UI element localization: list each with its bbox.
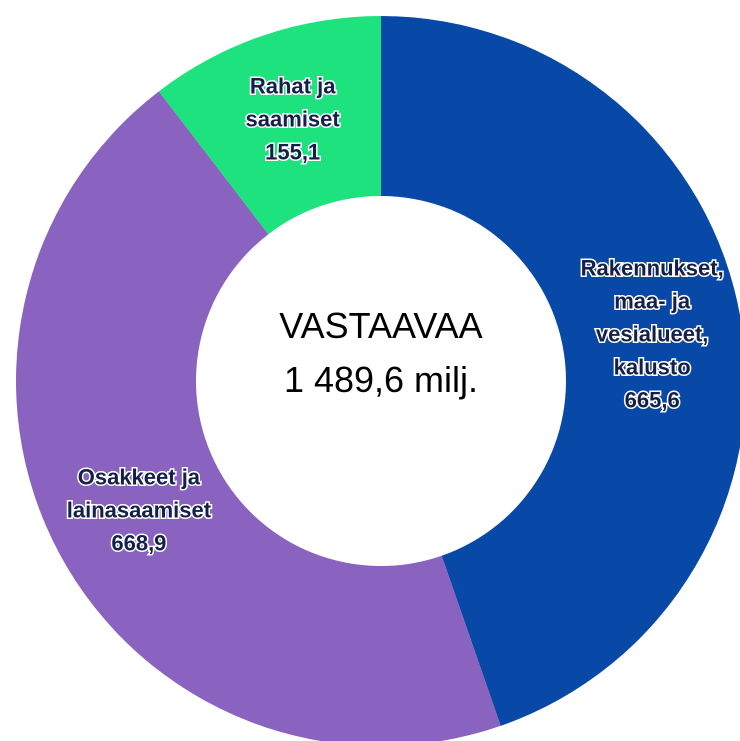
category-label: maa- ja: [614, 288, 691, 313]
slice-label: Osakkeet ja lainasaamiset 668,9: [67, 464, 212, 555]
value-label: 155,1: [265, 139, 320, 164]
center-total: 1 489,6 milj.: [284, 359, 478, 400]
category-label: Rahat ja: [250, 73, 336, 98]
category-label: kalusto: [614, 354, 691, 379]
category-label: saamiset: [246, 106, 341, 131]
slices: [16, 16, 740, 741]
category-label: vesialueet,: [596, 321, 709, 346]
center-title: VASTAAVAA: [279, 305, 482, 346]
value-label: 668,9: [111, 530, 166, 555]
slice-label: Rakennukset, maa- ja vesialueet, kalusto 665…: [581, 255, 724, 412]
slice-label: Rahat ja saamiset 155,1: [246, 73, 341, 164]
value-label: 665,6: [625, 387, 680, 412]
slice: [381, 16, 740, 726]
slice: [158, 16, 381, 235]
category-label: lainasaamiset: [67, 497, 212, 522]
labels: Rakennukset, maa- ja vesialueet, kalusto 665…: [65, 72, 725, 557]
slice: [16, 91, 501, 741]
category-label: Osakkeet ja: [78, 464, 201, 489]
category-label: Rakennukset,: [581, 255, 724, 280]
